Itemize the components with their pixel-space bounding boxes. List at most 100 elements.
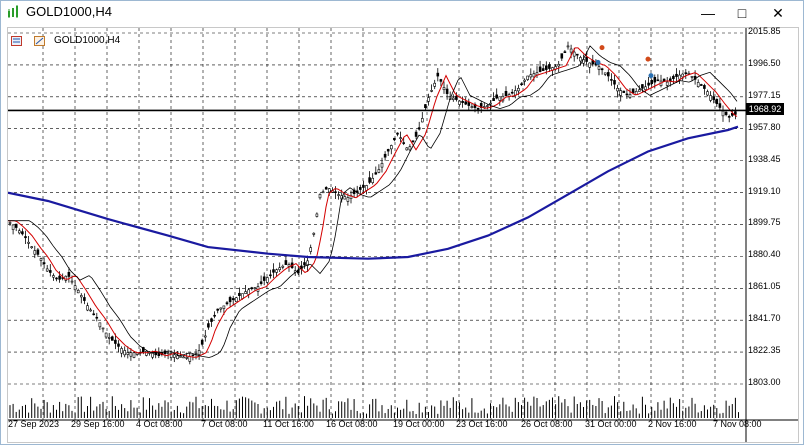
minimize-icon: —: [701, 5, 715, 21]
candle-body: [721, 110, 725, 117]
candle-body: [142, 347, 145, 353]
chart-type-icon[interactable]: [11, 36, 22, 46]
candle-body: [622, 90, 626, 93]
chart-canvas[interactable]: [8, 28, 798, 442]
candle-body: [145, 350, 148, 356]
candle-body: [210, 318, 213, 322]
candle-body: [560, 53, 564, 59]
candle-body: [92, 313, 95, 316]
candle-body: [482, 106, 486, 108]
candle-body: [699, 84, 703, 86]
candle-body: [352, 189, 356, 194]
candle-body: [727, 116, 731, 118]
candle-body: [408, 146, 412, 151]
chart-app-icon: [8, 5, 18, 18]
candle-body: [613, 80, 616, 85]
candle-body: [83, 297, 86, 301]
candle-body: [70, 280, 74, 283]
price-tick-label: 1977.15: [748, 89, 781, 100]
candle-body: [253, 287, 257, 290]
candle-body: [8, 222, 12, 224]
price-tick-label: 2015.85: [748, 26, 781, 36]
candle-body: [600, 68, 604, 71]
candle-body: [610, 79, 613, 81]
candle-body: [436, 72, 440, 77]
candle-body: [690, 75, 694, 78]
candle-body: [684, 72, 688, 74]
candle-body: [597, 66, 601, 70]
candle-body: [665, 81, 669, 86]
candle-body: [420, 118, 424, 123]
candle-body: [386, 149, 390, 152]
candle-body: [445, 88, 449, 94]
candle-body: [204, 335, 207, 338]
candle-body: [377, 169, 381, 173]
candle-body: [712, 96, 716, 100]
candle-body: [154, 351, 157, 356]
time-tick-label: 7 Oct 08:00: [201, 419, 248, 429]
candle-body: [656, 79, 660, 82]
candle-body: [606, 72, 610, 77]
title-bar[interactable]: GOLD1000,H4 — □ ✕: [1, 1, 803, 25]
candle-body: [207, 323, 210, 328]
candle-body: [306, 260, 309, 266]
candle-body: [548, 64, 551, 69]
candle-body: [191, 354, 195, 357]
candle-body: [718, 103, 722, 108]
price-tick-label: 1957.80: [748, 121, 781, 132]
candle-body: [24, 236, 27, 239]
candle-body: [269, 274, 272, 277]
candle-body: [42, 262, 46, 265]
candle-body: [517, 87, 520, 92]
candle-body: [510, 91, 514, 94]
candle-body: [389, 145, 393, 150]
candle-body: [526, 75, 530, 80]
close-button[interactable]: ✕: [761, 1, 795, 25]
candle-body: [557, 64, 561, 67]
candle-body: [275, 269, 278, 273]
candle-body: [678, 74, 681, 80]
candle-body: [439, 79, 443, 82]
candle-body: [566, 45, 570, 48]
candle-body: [52, 275, 55, 278]
symbol-label: GOLD1000,H4: [54, 35, 121, 46]
maximize-button[interactable]: □: [725, 1, 759, 25]
candle-body: [318, 194, 322, 199]
candle-body: [631, 88, 635, 94]
indicator-icon[interactable]: [34, 36, 45, 46]
time-tick-label: 11 Oct 16:00: [263, 419, 314, 429]
candle-body: [650, 79, 654, 84]
candle-body: [492, 98, 495, 101]
candle-body: [424, 104, 427, 109]
candle-body: [495, 94, 499, 99]
candle-body: [284, 260, 288, 265]
candle-body: [455, 95, 458, 100]
price-tick-label: 1841.70: [748, 313, 781, 324]
candle-body: [498, 96, 502, 101]
minimize-button[interactable]: —: [691, 1, 725, 25]
candle-body: [393, 137, 396, 141]
candle-body: [532, 73, 536, 78]
candle-body: [327, 188, 331, 193]
candle-body: [334, 191, 337, 194]
candle-body: [21, 231, 24, 235]
time-tick-label: 23 Oct 16:00: [456, 419, 508, 429]
candle-body: [89, 309, 92, 312]
time-tick-label: 19 Oct 00:00: [393, 419, 445, 429]
candle-body: [241, 293, 244, 299]
candle-body: [337, 194, 340, 196]
candle-body: [464, 101, 468, 105]
candle-body: [588, 62, 592, 68]
price-chart[interactable]: [7, 27, 799, 443]
candle-body: [228, 297, 232, 303]
time-tick-label: 16 Oct 08:00: [326, 419, 378, 429]
candle-body: [365, 185, 368, 191]
candle-body: [303, 262, 306, 266]
candle-body: [111, 336, 114, 341]
candle-body: [529, 74, 533, 78]
candle-body: [417, 127, 421, 130]
candle-body: [33, 250, 37, 255]
candle-body: [324, 187, 328, 190]
candle-body: [396, 132, 399, 135]
candle-body: [675, 73, 678, 77]
